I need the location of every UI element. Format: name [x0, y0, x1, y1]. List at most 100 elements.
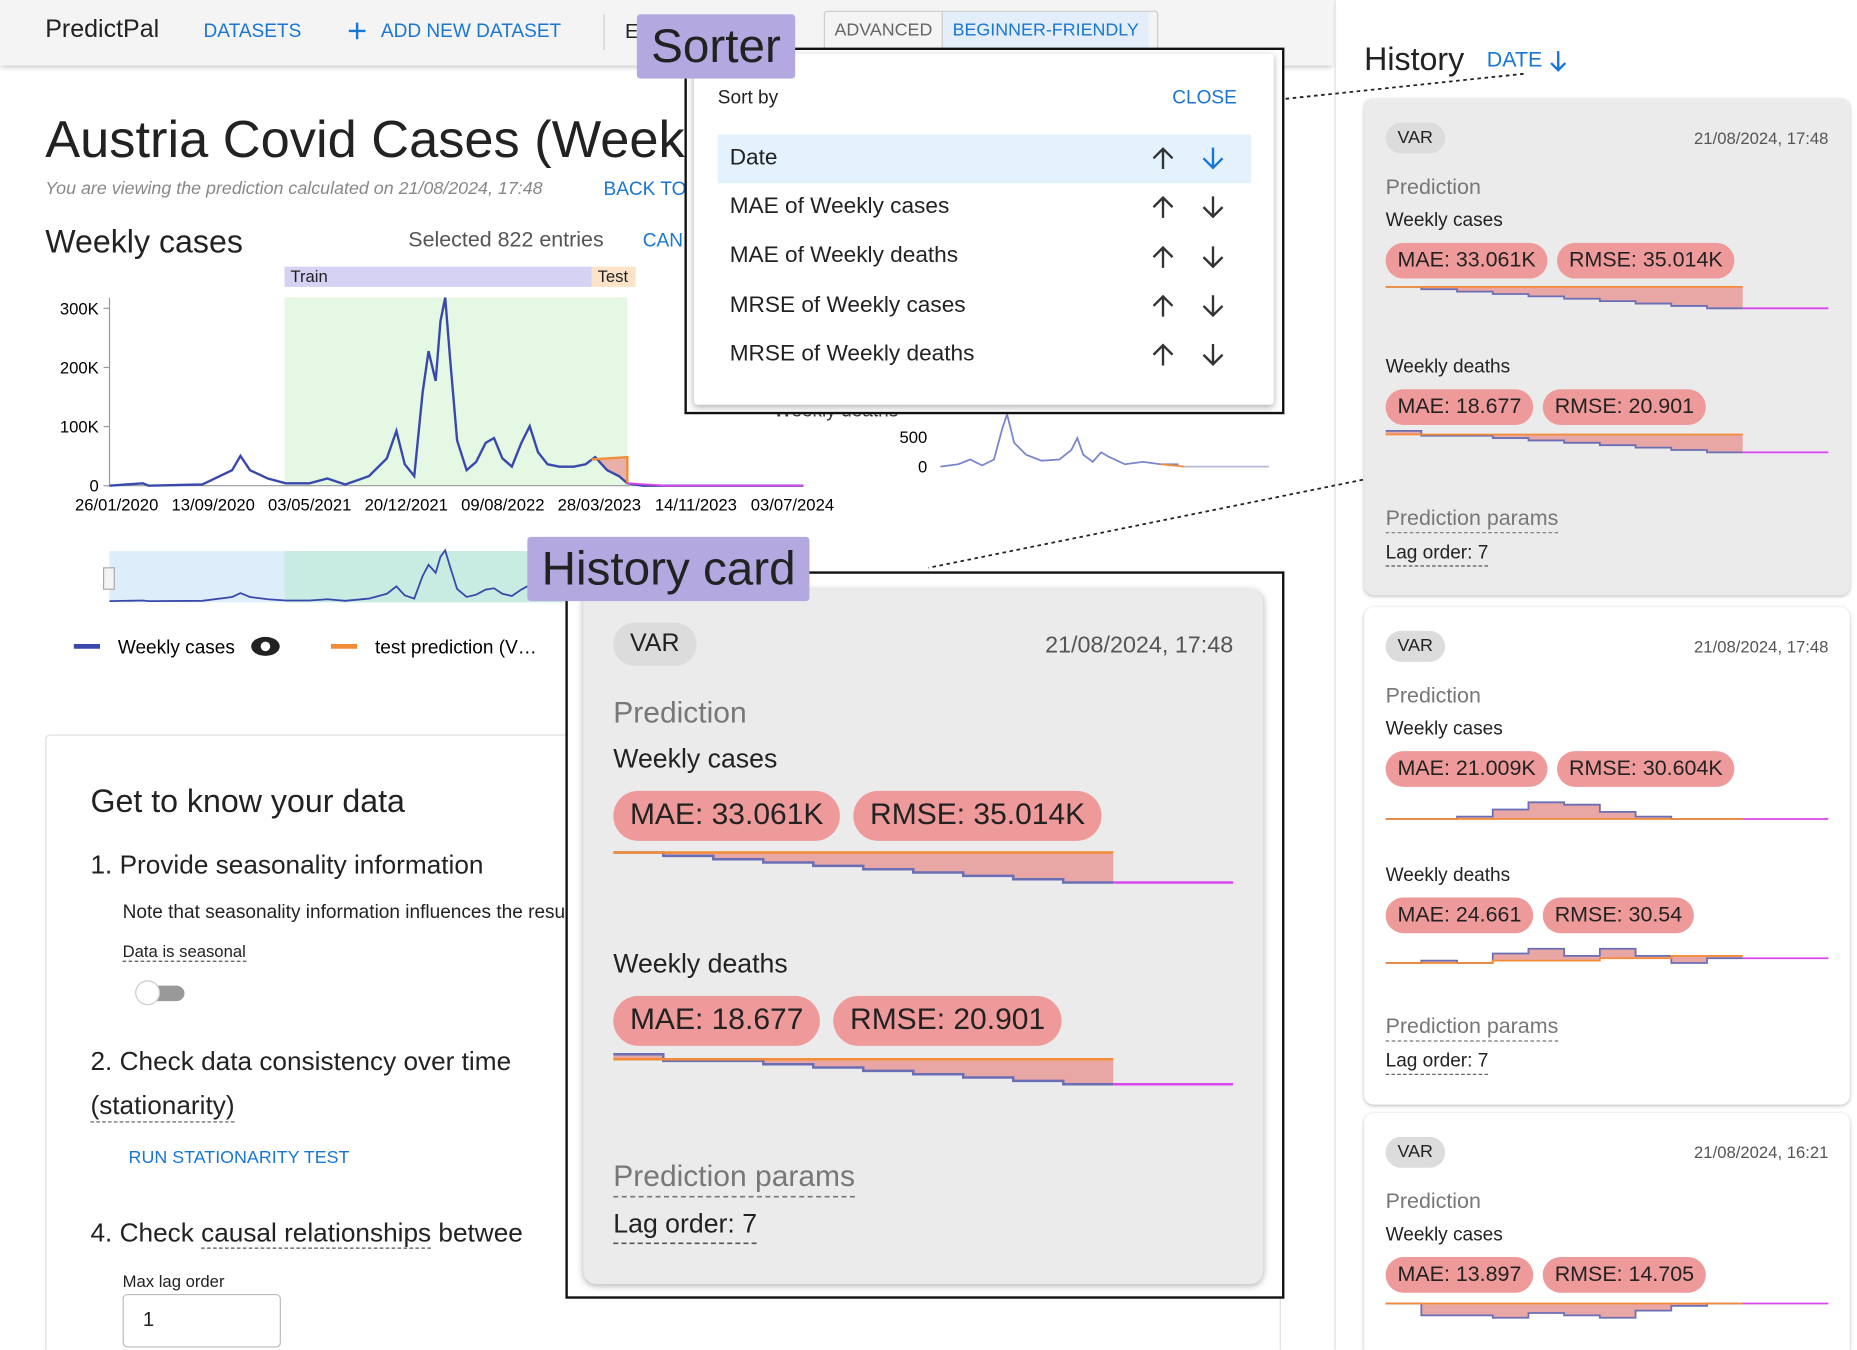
deaths-line [940, 411, 1179, 468]
card-date: 21/08/2024, 16:21 [1694, 1142, 1829, 1162]
history-card[interactable]: VAR 21/08/2024, 17:48 Prediction Weekly cas… [1364, 607, 1850, 1105]
section-label: Prediction [613, 696, 747, 730]
prediction-line [591, 455, 629, 484]
metric-pills: MAE: 24.661 RMSE: 30.54 [1385, 897, 1704, 933]
test-band [591, 266, 636, 287]
metric-name: Weekly deaths [613, 951, 788, 980]
section-label: Prediction [1385, 683, 1481, 708]
history-card[interactable]: VAR 21/08/2024, 16:21 Prediction Weekly cas… [1364, 1113, 1850, 1350]
x-tick-label: 03/05/2021 [268, 496, 351, 515]
error-area [1385, 802, 1743, 819]
sorter-label: Sort by [717, 88, 779, 109]
sparkline [613, 1052, 1234, 1086]
sort-asc[interactable] [1150, 242, 1176, 271]
callout-label: Sorter [636, 14, 796, 79]
page-title: Austria Covid Cases (Week [45, 110, 685, 169]
sort-desc[interactable] [1200, 242, 1226, 271]
nav-link[interactable]: ADD NEW DATASET [380, 21, 562, 43]
button[interactable]: RUN STATIONARITY TEST [128, 1147, 350, 1168]
model-chip: VAR [1385, 1136, 1445, 1168]
sparkline [1385, 947, 1829, 964]
metric-pills: MAE: 18.677 RMSE: 20.901 [613, 995, 1075, 1046]
sort-option[interactable]: MAE of Weekly deaths [729, 243, 959, 269]
brush-line [109, 548, 560, 603]
sort-option[interactable]: MRSE of Weekly deaths [729, 341, 975, 367]
x-tick-label: 13/09/2020 [172, 496, 255, 515]
sort-option[interactable]: MRSE of Weekly cases [729, 292, 966, 318]
sort-asc[interactable] [1150, 341, 1176, 370]
history-card[interactable]: VAR 21/08/2024, 17:48 Prediction Weekly cas… [1364, 98, 1850, 596]
sort-icon [1547, 48, 1568, 74]
step-title: 1. Provide seasonality information [90, 849, 484, 880]
mode-button[interactable]: ADVANCED [834, 20, 933, 41]
rmse-pill: RMSE: 20.901 [1542, 389, 1706, 425]
y-tick-label: 100K [60, 418, 99, 437]
step-title: 4. Check causal relationships betwee [90, 1217, 523, 1249]
sort-arrows [1150, 144, 1233, 173]
eye-icon [260, 641, 271, 652]
y-tick-label: 500 [900, 428, 928, 447]
term[interactable]: causal relationships [201, 1217, 432, 1249]
legend-label: test prediction (V… [375, 638, 537, 659]
note: You are viewing the prediction calculate… [45, 178, 543, 199]
metric-name: Weekly cases [1385, 1225, 1503, 1246]
selection-info: Selected 822 entries [408, 227, 604, 252]
model-chip: VAR [613, 622, 697, 666]
switch[interactable] [135, 980, 187, 1006]
callout-label: History card [527, 536, 810, 602]
sort-arrows [1150, 341, 1233, 370]
toggle[interactable] [135, 980, 187, 1006]
model-chip: VAR [1385, 122, 1445, 154]
actual-line [613, 851, 1114, 884]
sparkline [1385, 430, 1829, 454]
mae-pill: MAE: 21.009K [1385, 751, 1548, 787]
sparkline [1385, 801, 1829, 820]
sort-option[interactable]: MAE of Weekly cases [729, 193, 950, 219]
band-label: Train [290, 267, 327, 286]
icon [348, 22, 366, 40]
y-tick-label: 300K [60, 299, 99, 318]
params-label: Prediction params [1385, 506, 1559, 534]
x-tick-label: 28/03/2023 [558, 496, 641, 515]
sort-desc[interactable] [1200, 144, 1226, 173]
sort-asc[interactable] [1150, 193, 1176, 222]
input[interactable]: 1 [122, 1293, 281, 1348]
sort-desc[interactable] [1200, 193, 1226, 222]
deaths-prediction [1160, 463, 1185, 468]
sort-asc[interactable] [1150, 144, 1176, 173]
y-tick-label: 0 [918, 458, 927, 477]
x-tick-label: 14/11/2023 [655, 496, 737, 515]
link[interactable]: CAN [642, 231, 684, 252]
section-label: Prediction [1385, 1189, 1481, 1214]
sort-button[interactable]: DATE [1486, 47, 1543, 72]
metric-name: Weekly cases [1385, 211, 1503, 232]
x-tick-label: 20/12/2021 [365, 496, 448, 515]
close-button[interactable]: CLOSE [1172, 88, 1237, 109]
note: Note that seasonality information influe… [122, 902, 566, 924]
x-tick-label: 26/01/2020 [75, 496, 158, 515]
mae-pill: MAE: 24.661 [1385, 897, 1534, 933]
metric-name: Weekly cases [613, 746, 778, 775]
mode-button[interactable]: BEGINNER-FRIENDLY [941, 11, 1149, 49]
forecast-line [627, 482, 804, 487]
sort-asc[interactable] [1150, 292, 1176, 321]
lag-order: Lag order: 7 [613, 1210, 758, 1244]
actual-line [613, 1052, 1114, 1086]
sort-desc[interactable] [1200, 292, 1226, 321]
legend-label: Weekly cases [118, 638, 235, 659]
step-title: (stationarity) [90, 1090, 235, 1123]
link[interactable]: BACK TO [603, 180, 687, 201]
band-label: Test [598, 267, 629, 286]
actual-line [1385, 1302, 1743, 1319]
nav-link[interactable]: DATASETS [203, 21, 302, 43]
connector [1285, 72, 1524, 100]
sort-desc[interactable] [1200, 341, 1226, 370]
sidebar-divider [1334, 0, 1336, 1350]
cases-line [109, 297, 804, 487]
history-card[interactable]: VAR 21/08/2024, 17:48 Prediction Weekly cas… [583, 589, 1264, 1285]
mae-pill: MAE: 13.897 [1385, 1257, 1534, 1293]
connector [928, 478, 1364, 569]
text: 4. Check [90, 1217, 202, 1248]
sort-option[interactable]: Date [729, 144, 778, 170]
